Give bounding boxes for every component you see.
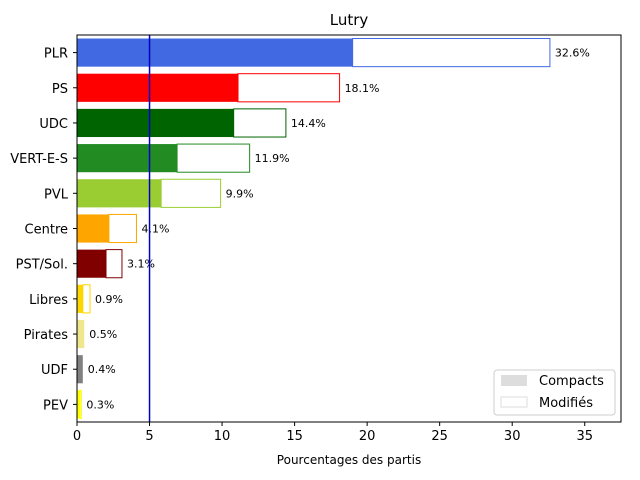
y-tick-label-7: Libres <box>29 293 68 308</box>
y-tick-label-2: UDC <box>39 117 68 132</box>
bar-modifies-7 <box>82 284 91 314</box>
bar-total-label-2: 14.4% <box>291 117 326 130</box>
y-tick-label-0: PLR <box>44 47 68 62</box>
bar-total-label-9: 0.4% <box>88 363 116 376</box>
bar-compacts-0 <box>77 38 353 67</box>
bar-compacts-5 <box>77 214 109 243</box>
x-tick-label-2: 10 <box>214 429 231 444</box>
x-tick-label-5: 25 <box>431 429 448 444</box>
y-tick-label-8: Pirates <box>24 328 69 343</box>
bar-total-label-6: 3.1% <box>127 258 155 271</box>
bar-total-label-5: 4.1% <box>141 223 169 236</box>
y-tick-label-9: UDF <box>41 363 68 378</box>
legend-label-modifies: Modifiés <box>539 396 593 411</box>
x-tick-label-4: 20 <box>359 429 376 444</box>
bar-modifies-6 <box>105 249 123 279</box>
legend-swatch-compacts <box>501 375 527 386</box>
legend: Compacts Modifiés <box>493 369 616 416</box>
bar-compacts-6 <box>77 249 107 278</box>
bar-total-label-8: 0.5% <box>89 328 117 341</box>
bar-total-label-4: 9.9% <box>226 187 254 200</box>
bar-compacts-1 <box>77 73 239 102</box>
bar-compacts-9 <box>77 355 83 384</box>
bar-modifies-5 <box>108 213 137 244</box>
bar-total-label-10: 0.3% <box>86 398 114 411</box>
y-axis: PLR PS UDC VERT-E-S PVL Centre PST/Sol. Libres P… <box>10 47 77 413</box>
bar-modifies-10 <box>79 389 82 419</box>
x-tick-label-6: 30 <box>504 429 521 444</box>
y-tick-label-10: PEV <box>43 398 68 413</box>
value-labels-group: 32.6% 18.1% 14.4% 11.9% 9.9% 4.1% 3.1% 0.9% 0.5%… <box>86 47 590 412</box>
bar-modifies-4 <box>160 178 222 208</box>
x-tick-label-7: 35 <box>576 429 593 444</box>
bar-modifies-2 <box>233 108 287 138</box>
x-axis-label: Pourcentages des partis <box>277 453 421 467</box>
bar-compacts-10 <box>77 390 80 419</box>
legend-label-compacts: Compacts <box>539 374 604 389</box>
bar-total-label-0: 32.6% <box>555 47 590 60</box>
bar-modifies-3 <box>176 143 251 173</box>
y-tick-label-4: PVL <box>44 187 69 202</box>
bar-modifies-1 <box>237 73 341 103</box>
bar-compacts-3 <box>77 144 178 173</box>
y-tick-label-1: PS <box>52 82 68 97</box>
bar-compacts-2 <box>77 108 234 138</box>
bar-total-label-1: 18.1% <box>345 82 380 95</box>
bar-compacts-4 <box>77 179 162 208</box>
bars-group <box>77 38 551 419</box>
bar-total-label-3: 11.9% <box>255 152 290 165</box>
bar-modifies-0 <box>352 38 551 68</box>
bar-compacts-8 <box>77 319 85 349</box>
chart-title: Lutry <box>330 11 369 29</box>
x-axis: 0 5 10 15 20 25 30 35 <box>73 422 593 444</box>
x-tick-label-3: 15 <box>286 429 303 444</box>
bar-compacts-7 <box>77 284 83 313</box>
y-tick-label-6: PST/Sol. <box>16 258 68 273</box>
bar-total-label-7: 0.9% <box>95 293 123 306</box>
x-tick-label-0: 0 <box>73 429 81 444</box>
legend-swatch-modifies <box>500 396 528 408</box>
y-tick-label-3: VERT-E-S <box>10 152 68 167</box>
y-tick-label-5: Centre <box>25 223 68 238</box>
x-tick-label-1: 5 <box>145 429 153 444</box>
